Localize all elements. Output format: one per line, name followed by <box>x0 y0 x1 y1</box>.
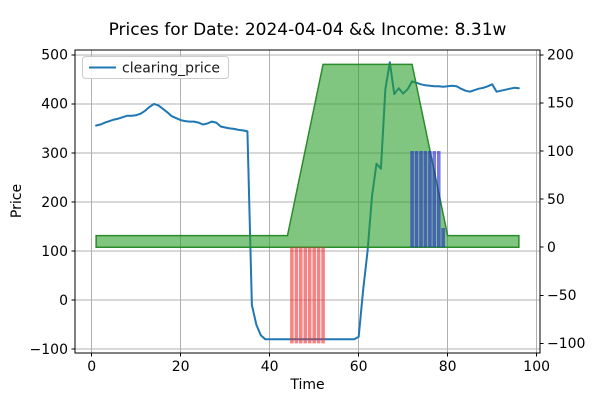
svg-text:0: 0 <box>547 240 556 256</box>
red-charge-bars <box>290 247 325 344</box>
svg-text:−100: −100 <box>30 342 68 358</box>
svg-text:80: 80 <box>439 359 457 375</box>
clearing-price-line <box>95 61 520 341</box>
svg-text:20: 20 <box>172 359 190 375</box>
chart-title: Prices for Date: 2024-04-04 && Income: 8… <box>108 20 507 40</box>
svg-text:100: 100 <box>523 359 550 375</box>
axis-ticks <box>71 54 544 357</box>
svg-text:200: 200 <box>41 195 68 211</box>
svg-text:40: 40 <box>261 359 279 375</box>
svg-text:200: 200 <box>547 48 574 64</box>
blue-discharge-bars <box>410 151 445 248</box>
tick-labels: 0 20 40 60 80 100 −100 0 100 200 300 400 500 −100 −50 0… <box>30 48 586 375</box>
legend-label: clearing_price <box>122 61 220 77</box>
legend-box <box>82 56 229 79</box>
svg-text:60: 60 <box>350 359 368 375</box>
svg-text:50: 50 <box>547 192 565 208</box>
svg-text:0: 0 <box>59 293 68 309</box>
svg-text:300: 300 <box>41 146 68 162</box>
svg-text:100: 100 <box>41 244 68 260</box>
x-axis-label: Time <box>290 377 325 393</box>
svg-text:400: 400 <box>41 97 68 113</box>
y-axis-label: Price <box>9 183 25 219</box>
svg-text:500: 500 <box>41 48 68 64</box>
svg-text:−100: −100 <box>547 336 585 352</box>
green-area <box>95 63 520 248</box>
svg-text:150: 150 <box>547 96 574 112</box>
svg-text:−50: −50 <box>547 288 577 304</box>
svg-text:100: 100 <box>547 144 574 160</box>
svg-text:0: 0 <box>87 359 96 375</box>
legend: clearing_price <box>82 56 229 79</box>
